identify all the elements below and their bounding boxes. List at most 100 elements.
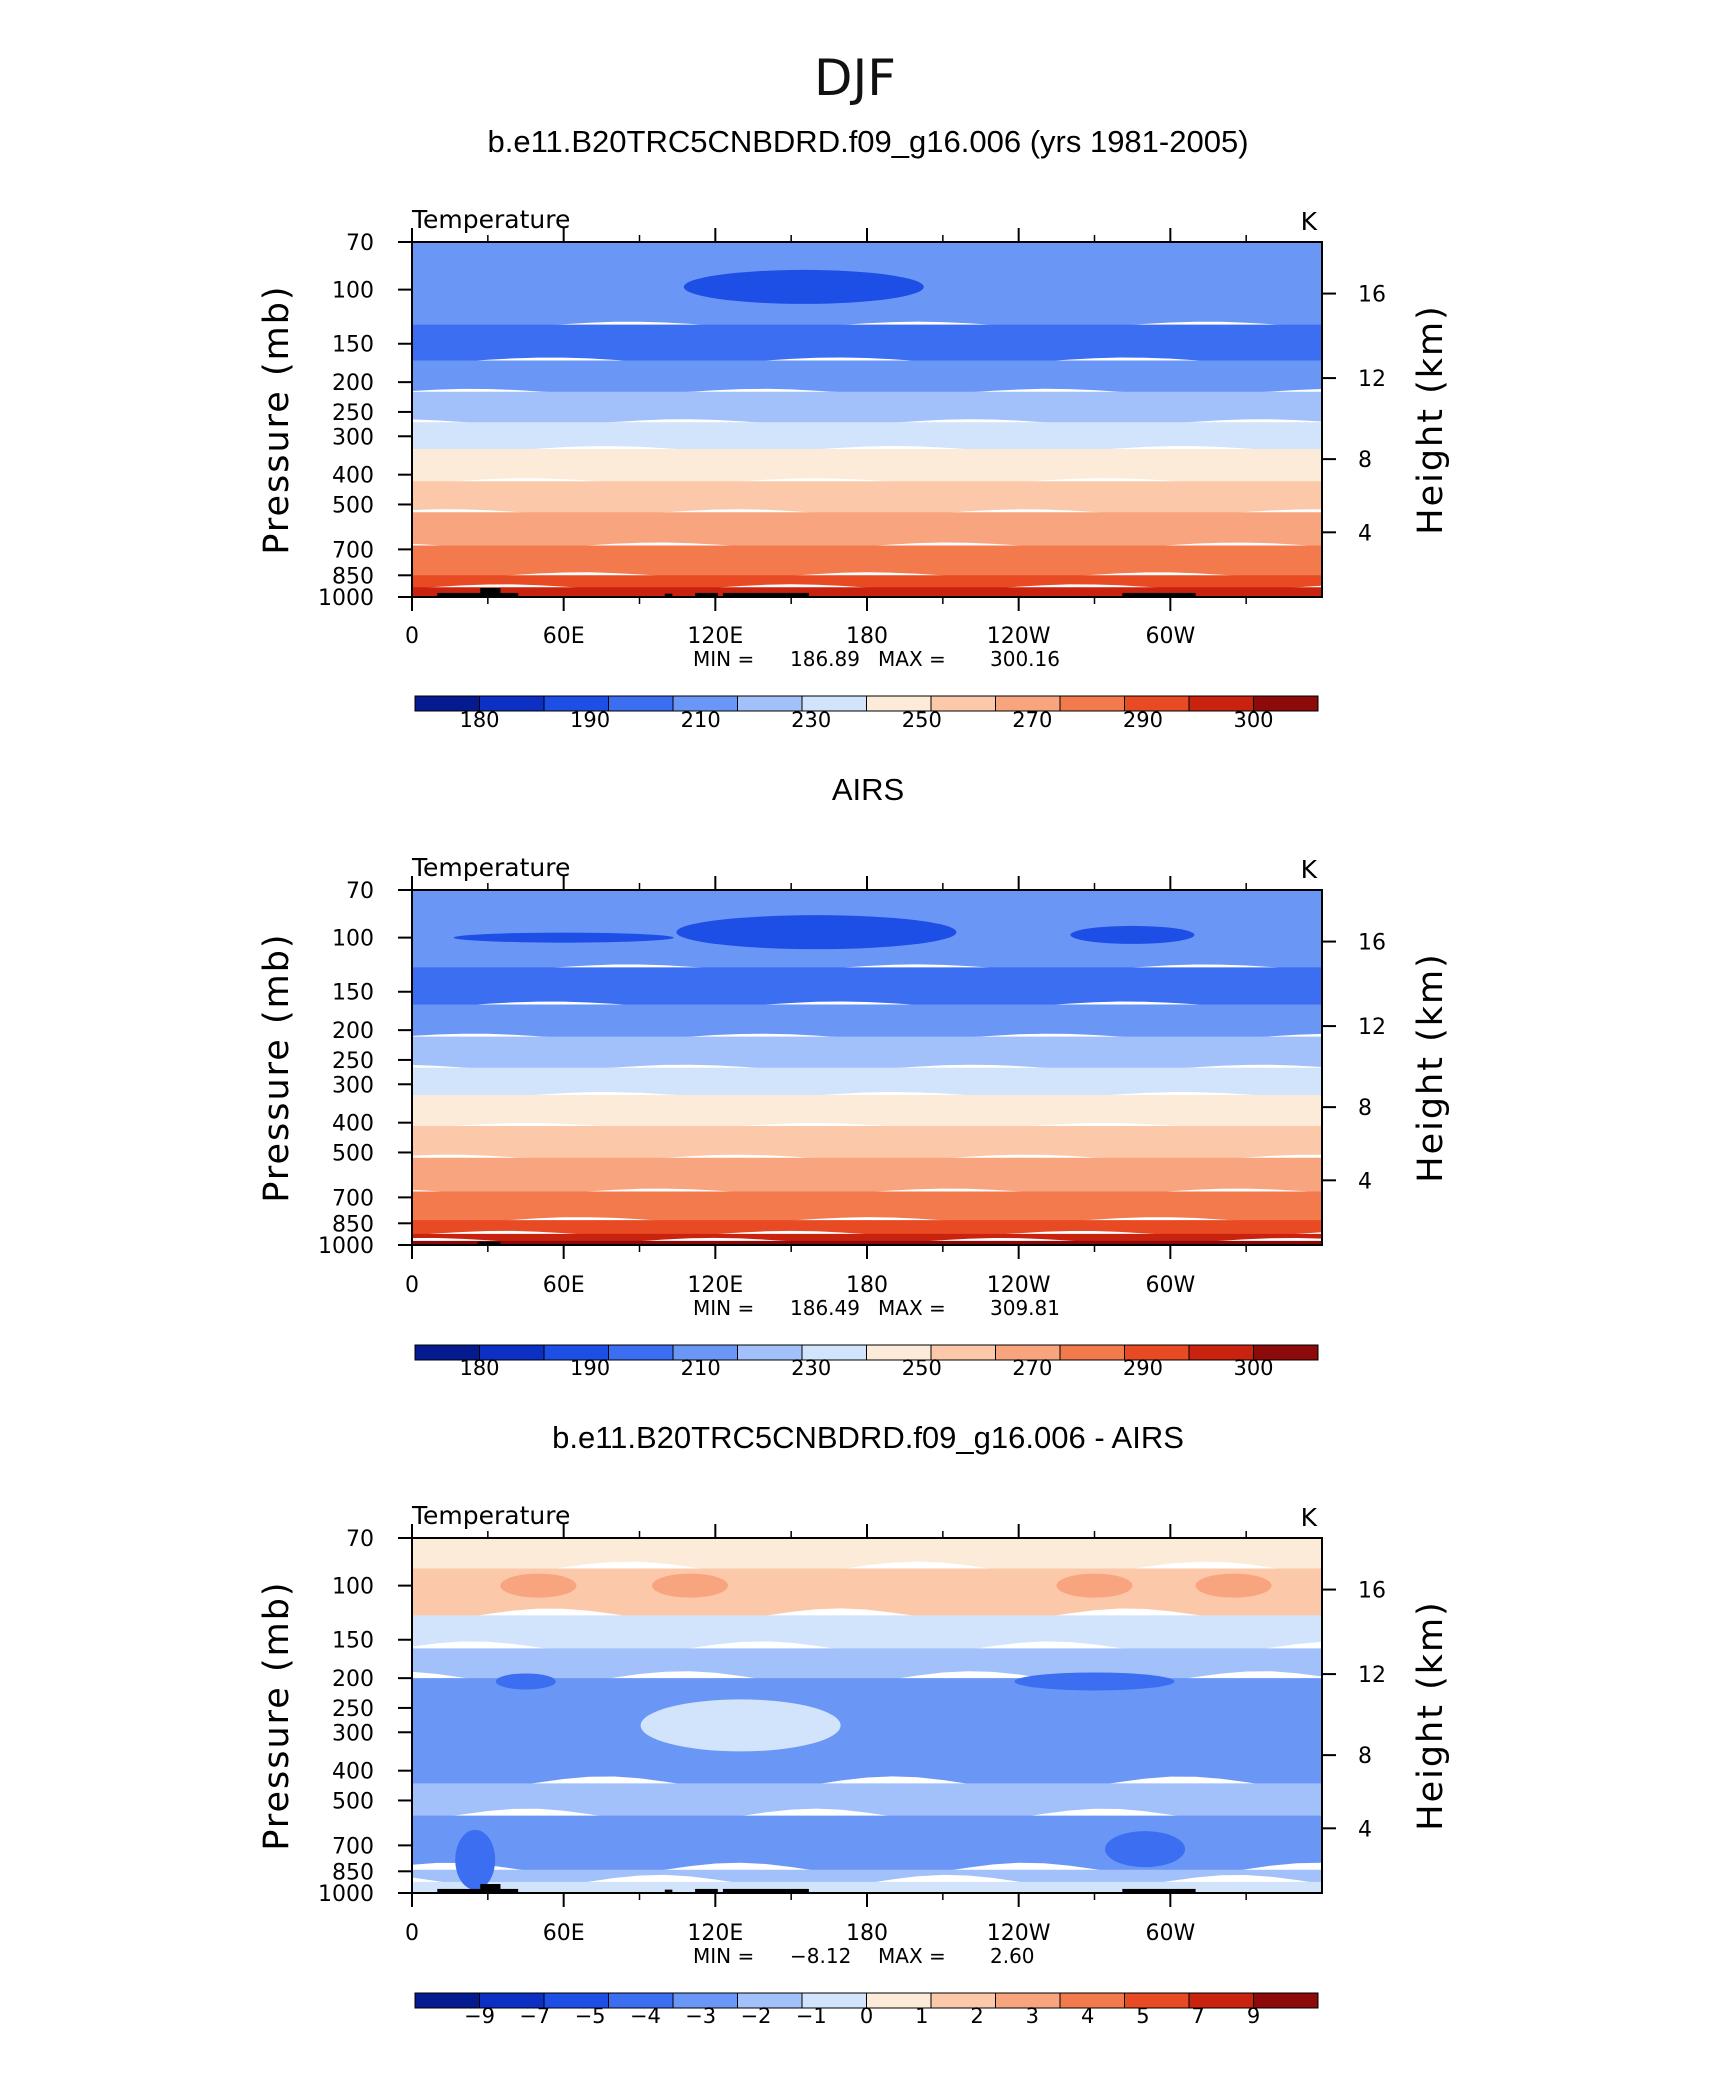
y-tick-label: 400 [332, 1112, 374, 1137]
contour-band [412, 1036, 1322, 1071]
max-value: 300.16 [990, 647, 1060, 671]
y-tick-label: 200 [332, 371, 374, 396]
height-tick-label: 8 [1358, 1096, 1372, 1121]
contour-band [412, 1783, 1322, 1823]
contour-band [412, 1157, 1322, 1195]
x-tick-label: 120E [687, 624, 743, 649]
topography-mask [480, 588, 501, 597]
height-tick-label: 4 [1358, 521, 1372, 546]
colorbar-label: 270 [1012, 708, 1052, 732]
colorbar-label: −7 [519, 2004, 550, 2028]
colorbar-swatch [608, 695, 674, 712]
units-label: K [1301, 855, 1318, 884]
contour-band [412, 587, 1322, 597]
x-tick-label: 60E [543, 624, 585, 649]
x-tick-label: 120W [987, 1921, 1051, 1946]
y-axis-title-right: Height (km) [1411, 304, 1451, 535]
units-label: K [1301, 207, 1318, 236]
colorbar-label: 270 [1012, 1356, 1052, 1380]
colorbar-label: 250 [902, 1356, 942, 1380]
colorbar-swatch [1059, 1344, 1125, 1361]
x-tick-label: 60W [1145, 1921, 1195, 1946]
y-tick-label: 1000 [318, 1234, 374, 1259]
height-tick-label: 16 [1358, 283, 1386, 308]
cold-core-blob [1070, 925, 1195, 944]
topography-mask [437, 1888, 519, 1893]
x-tick-label: 0 [405, 1273, 419, 1298]
topography-mask [695, 1888, 718, 1893]
y-tick-label: 150 [332, 333, 374, 358]
panel-title: b.e11.B20TRC5CNBDRD.f09_g16.006 - AIRS [552, 1420, 1184, 1455]
min-value: −8.12 [790, 1944, 851, 1968]
colorbar-label: 7 [1192, 2004, 1205, 2028]
panel-2: AIRS Temperature K 0 60E 120E 180 120W 60W 70 100 1… [257, 772, 1451, 1380]
colorbar-swatch [1253, 695, 1319, 712]
colorbar-label: −4 [630, 2004, 661, 2028]
contour-band [412, 1067, 1322, 1098]
contour-band [412, 1815, 1322, 1877]
colorbar-label: 250 [902, 708, 942, 732]
min-label: MIN = [693, 647, 754, 671]
colorbar-label: 230 [791, 1356, 831, 1380]
contour-band [412, 1240, 1322, 1245]
cold-core-blob [683, 269, 924, 304]
height-tick-label: 12 [1358, 1663, 1386, 1688]
topography-mask [1122, 592, 1196, 597]
colorbar-label: 190 [570, 1356, 610, 1380]
contour-band [412, 481, 1322, 516]
colorbar-label: 9 [1247, 2004, 1260, 2028]
colorbar-swatch [930, 1992, 996, 2009]
colorbar-label: 180 [459, 708, 499, 732]
x-tick-label: 60E [543, 1921, 585, 1946]
y-tick-label: 1000 [318, 586, 374, 611]
topography-mask [664, 593, 673, 597]
max-label: MAX = [878, 1296, 946, 1320]
y-tick-label: 100 [332, 1575, 374, 1600]
x-tick-label: 180 [846, 1921, 888, 1946]
max-value: 309.81 [990, 1296, 1060, 1320]
contour-band [412, 575, 1322, 591]
x-tick-label: 120E [687, 1273, 743, 1298]
colorbar-label: 5 [1136, 2004, 1149, 2028]
topography-mask [722, 1888, 809, 1893]
y-tick-label: 700 [332, 1834, 374, 1859]
colorbar-label: −2 [740, 2004, 771, 2028]
y-tick-label: 850 [332, 1860, 374, 1885]
y-tick-label: 250 [332, 401, 374, 426]
y-tick-label: 300 [332, 1073, 374, 1098]
plot-area [412, 890, 1322, 1245]
y-axis-title-right: Height (km) [1411, 952, 1451, 1183]
height-tick-label: 8 [1358, 448, 1372, 473]
colorbar-swatch [1253, 1992, 1319, 2009]
y-tick-label: 200 [332, 1667, 374, 1692]
colorbar-label: −1 [796, 2004, 827, 2028]
cold-anomaly-blob [455, 1829, 496, 1890]
contour-band [412, 1125, 1322, 1161]
variable-label: Temperature [411, 205, 570, 234]
topography-mask [722, 592, 809, 597]
topography-mask [664, 1889, 673, 1893]
warm-anomaly-blob [1056, 1573, 1133, 1598]
cold-anomaly-blob [495, 1673, 556, 1690]
y-tick-label: 70 [346, 879, 374, 904]
min-label: MIN = [693, 1944, 754, 1968]
colorbar: 180 190 210 230 250 270 290 300 [414, 695, 1319, 732]
cold-anomaly-blob [1014, 1672, 1175, 1691]
cold-core-blob [676, 915, 957, 950]
y-tick-label: 70 [346, 231, 374, 256]
panels: b.e11.B20TRC5CNBDRD.f09_g16.006 (yrs 198… [257, 124, 1451, 2028]
colorbar-label: 210 [681, 1356, 721, 1380]
colorbar-label: −5 [575, 2004, 606, 2028]
contour-band [412, 1678, 1322, 1791]
x-tick-label: 60W [1145, 1273, 1195, 1298]
colorbar-label: 190 [570, 708, 610, 732]
cold-core-blob [453, 932, 674, 943]
y-tick-label: 150 [332, 981, 374, 1006]
colorbar-label: 290 [1123, 1356, 1163, 1380]
colorbar-label: 4 [1081, 2004, 1094, 2028]
contour-band [412, 360, 1322, 395]
colorbar-label: 180 [459, 1356, 499, 1380]
colorbar-label: 1 [915, 2004, 928, 2028]
height-tick-label: 16 [1358, 931, 1386, 956]
